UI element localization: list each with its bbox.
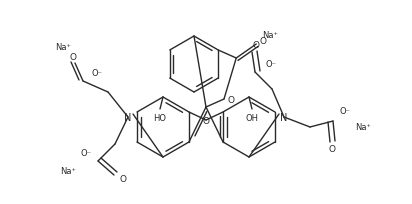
- Text: O: O: [119, 175, 126, 184]
- Text: O: O: [260, 37, 267, 46]
- Text: O⁻: O⁻: [265, 60, 276, 69]
- Text: OH: OH: [246, 114, 258, 123]
- Text: O: O: [70, 53, 77, 62]
- Text: Na⁺: Na⁺: [60, 167, 76, 176]
- Text: Na⁺: Na⁺: [262, 30, 278, 39]
- Text: Na⁺: Na⁺: [355, 122, 371, 131]
- Text: O⁻: O⁻: [91, 69, 103, 78]
- Text: O⁻: O⁻: [80, 149, 91, 158]
- Text: Na⁺: Na⁺: [55, 42, 71, 51]
- Text: N: N: [124, 112, 132, 122]
- Text: O⁻: O⁻: [339, 107, 351, 116]
- Text: O: O: [227, 96, 234, 105]
- Text: O: O: [253, 41, 260, 50]
- Text: HO: HO: [154, 114, 166, 123]
- Text: N: N: [280, 112, 288, 122]
- Text: O: O: [203, 117, 209, 126]
- Text: O: O: [328, 145, 335, 154]
